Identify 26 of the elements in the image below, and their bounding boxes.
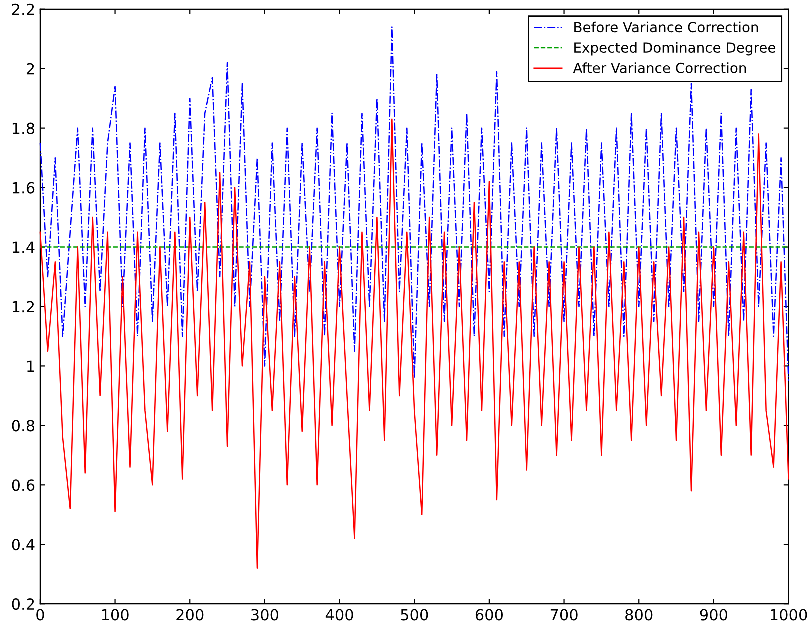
x-tick-label: 800: [626, 609, 653, 621]
legend-label: Before Variance Correction: [574, 22, 758, 33]
x-tick-label: 400: [326, 609, 354, 621]
x-tick-label: 300: [252, 609, 279, 621]
x-tick-label: 600: [476, 609, 504, 621]
legend-label: Expected Dominance Degree: [574, 42, 776, 56]
y-tick-label: 0.2: [12, 598, 34, 610]
y-tick-label: 0.4: [12, 539, 35, 551]
x-tick-label: 900: [700, 609, 728, 621]
line-series: [40, 118, 790, 570]
x-tick-label: 500: [401, 609, 428, 621]
y-tick-label: 1.4: [12, 242, 35, 254]
x-tick-label: 200: [176, 609, 204, 621]
y-tick-label: 0.8: [12, 420, 35, 432]
y-tick-label: 2: [26, 63, 34, 75]
y-tick-label: 1: [28, 360, 34, 372]
y-tick-label: 1.8: [12, 122, 35, 134]
x-tick-label: 0: [36, 609, 44, 621]
y-tick-label: 1.6: [12, 182, 35, 194]
x-tick-label: 100: [102, 609, 129, 621]
x-tick-label: 1000: [771, 609, 808, 621]
y-tick-label: 1.2: [12, 301, 34, 313]
y-tick-label: 0.6: [12, 480, 35, 492]
y-tick-label: 2.2: [12, 4, 34, 16]
legend-label: After Variance Correction: [573, 62, 746, 74]
x-tick-label: 700: [550, 609, 578, 621]
